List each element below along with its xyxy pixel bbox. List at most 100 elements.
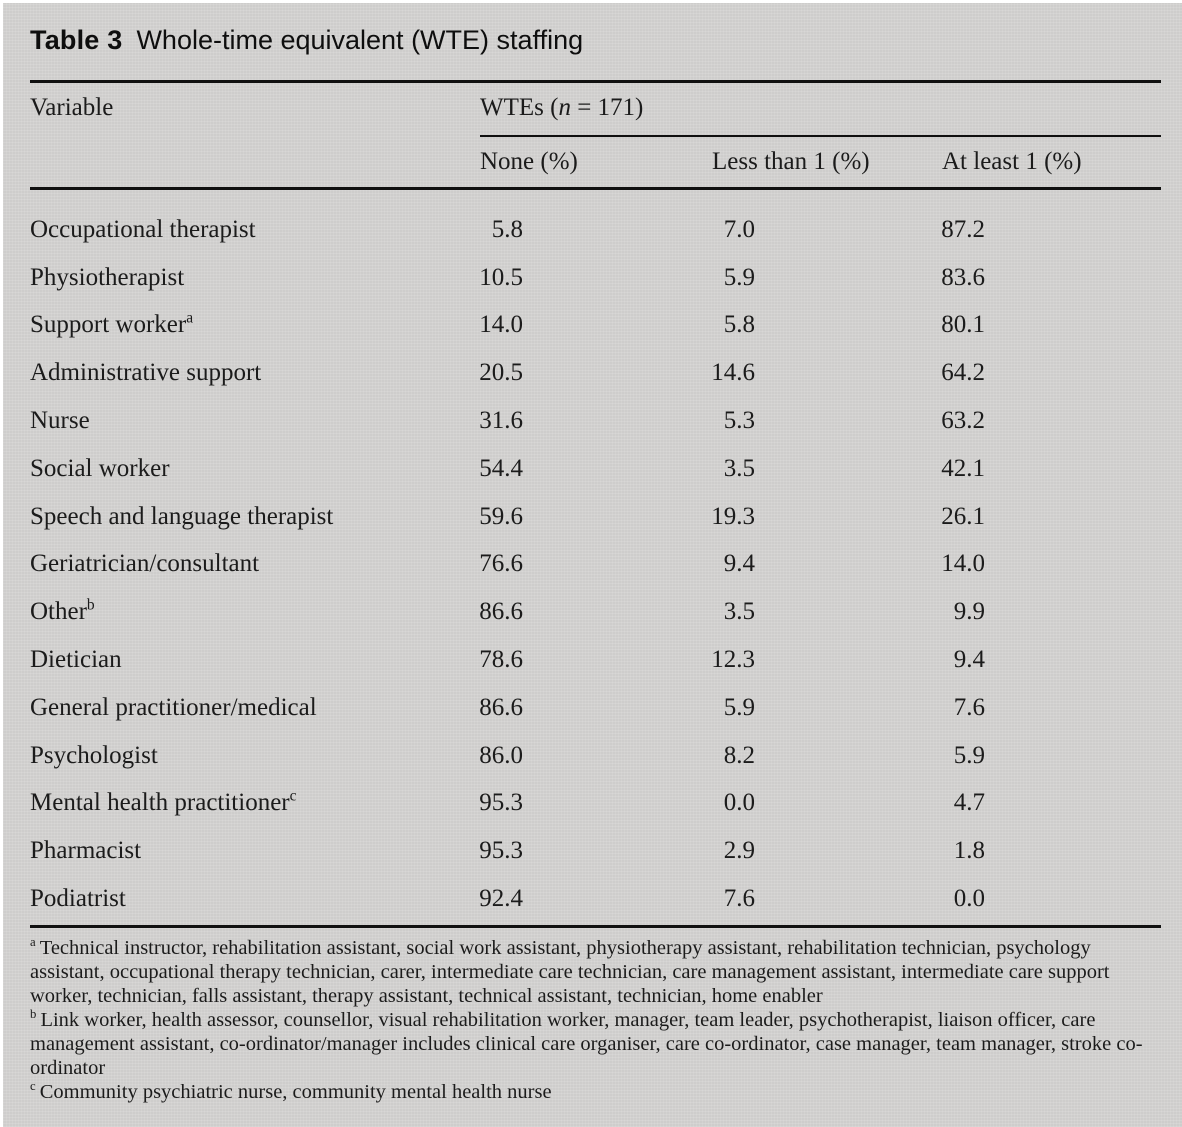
row-value-less_than_1: 19.3 (711, 502, 755, 530)
row-value-none: 86.0 (479, 741, 523, 769)
row-value-at_least_1: 4.7 (953, 789, 985, 817)
column-header-at-least-1: At least 1 (%) (942, 148, 1082, 175)
table-body: Occupational therapist 5.8 7.0 87.2 Physioth… (3, 206, 1182, 923)
row-variable: Mental health practitionerc (30, 788, 297, 817)
row-value-none: 78.6 (479, 646, 523, 674)
footnote-a: a Technical instructor, rehabilitation a… (30, 935, 1110, 1007)
row-value-none: 54.4 (479, 454, 523, 482)
row-value-at_least_1: 14.0 (941, 550, 985, 578)
table-row: Psychologist 86.0 8.2 5.9 (3, 732, 1182, 780)
footnote-marker: a (186, 310, 194, 328)
row-variable: Psychologist (30, 741, 158, 769)
table-row: Otherb 86.6 3.5 9.9 (3, 588, 1182, 636)
row-value-at_least_1: 83.6 (941, 263, 985, 291)
footnote-marker: b (30, 1007, 37, 1022)
row-value-none: 86.6 (479, 598, 523, 626)
table-row: Physiotherapist 10.5 5.9 83.6 (3, 254, 1182, 302)
row-value-none: 92.4 (479, 885, 523, 913)
row-value-less_than_1: 3.5 (723, 454, 755, 482)
row-variable: General practitioner/medical (30, 693, 317, 721)
row-value-at_least_1: 63.2 (941, 407, 985, 435)
row-value-none: 95.3 (479, 837, 523, 865)
table-panel: Table 3 Whole-time equivalent (WTE) staff… (3, 3, 1182, 1127)
row-variable: Physiotherapist (30, 263, 185, 291)
top-rule (30, 80, 1161, 83)
header-body-rule (30, 187, 1161, 190)
footnote-b: b Link worker, health assessor, counsell… (30, 1007, 1143, 1079)
row-value-at_least_1: 0.0 (953, 885, 985, 913)
row-value-less_than_1: 5.9 (723, 263, 755, 291)
row-variable: Podiatrist (30, 885, 126, 913)
row-value-less_than_1: 12.3 (711, 646, 755, 674)
row-value-less_than_1: 7.0 (723, 215, 755, 243)
table-row: General practitioner/medical 86.6 5.9 7.6 (3, 684, 1182, 732)
row-variable: Pharmacist (30, 837, 142, 865)
table-row: Speech and language therapist 59.6 19.3 26.… (3, 493, 1182, 541)
column-group-header-wtes: WTEs (n = 171) (480, 95, 643, 120)
table-row: Social worker 54.4 3.5 42.1 (3, 445, 1182, 493)
footnote-marker: b (86, 596, 95, 614)
table-row: Occupational therapist 5.8 7.0 87.2 (3, 206, 1182, 254)
row-value-none: 10.5 (479, 263, 523, 291)
row-variable: Occupational therapist (30, 215, 256, 243)
row-value-at_least_1: 26.1 (941, 502, 985, 530)
row-value-less_than_1: 5.9 (723, 693, 755, 721)
row-value-less_than_1: 5.8 (723, 311, 755, 339)
footnotes: a Technical instructor, rehabilitation a… (30, 936, 1161, 1104)
column-header-none: None (%) (480, 148, 578, 175)
table-row: Podiatrist 92.4 7.6 0.0 (3, 875, 1182, 923)
table-row: Geriatrician/consultant 76.6 9.4 14.0 (3, 541, 1182, 589)
row-variable: Social worker (30, 454, 170, 482)
row-value-at_least_1: 42.1 (941, 454, 985, 482)
row-value-none: 76.6 (479, 550, 523, 578)
table-row: Pharmacist 95.3 2.9 1.8 (3, 827, 1182, 875)
row-value-less_than_1: 0.0 (723, 789, 755, 817)
row-value-none: 86.6 (479, 693, 523, 721)
table-row: Dietician 78.6 12.3 9.4 (3, 636, 1182, 684)
row-value-at_least_1: 7.6 (953, 693, 985, 721)
column-header-less-than-1: Less than 1 (%) (712, 148, 870, 175)
table-row: Nurse 31.6 5.3 63.2 (3, 397, 1182, 445)
row-value-at_least_1: 9.4 (953, 646, 985, 674)
row-value-less_than_1: 9.4 (723, 550, 755, 578)
table-number: Table 3 (30, 25, 123, 55)
row-value-at_least_1: 5.9 (953, 741, 985, 769)
row-value-less_than_1: 5.3 (723, 407, 755, 435)
table-row: Administrative support 20.5 14.6 64.2 (3, 349, 1182, 397)
row-value-none: 20.5 (479, 359, 523, 387)
row-value-at_least_1: 80.1 (941, 311, 985, 339)
table-title: Table 3 Whole-time equivalent (WTE) staff… (30, 25, 583, 56)
group-span-rule (480, 135, 1161, 137)
column-header-variable: Variable (30, 94, 114, 121)
row-value-less_than_1: 3.5 (723, 598, 755, 626)
footnote-c: c Community psychiatric nurse, community… (30, 1079, 552, 1103)
row-value-less_than_1: 2.9 (723, 837, 755, 865)
row-value-less_than_1: 14.6 (711, 359, 755, 387)
row-value-at_least_1: 64.2 (941, 359, 985, 387)
footnote-marker: a (30, 935, 36, 950)
row-value-at_least_1: 87.2 (941, 215, 985, 243)
row-value-none: 5.8 (491, 215, 523, 243)
body-footnote-rule (30, 925, 1161, 928)
footnote-marker: c (289, 788, 297, 806)
wtes-label-pre: WTEs ( (480, 94, 559, 121)
row-variable: Otherb (30, 596, 95, 626)
row-value-less_than_1: 8.2 (723, 741, 755, 769)
row-value-none: 14.0 (479, 311, 523, 339)
wtes-label-n-italic: n (558, 94, 571, 121)
row-variable: Nurse (30, 407, 90, 435)
row-value-at_least_1: 9.9 (953, 598, 985, 626)
wtes-label-post: = 171) (570, 94, 644, 121)
row-variable: Support workera (30, 310, 194, 339)
row-variable: Dietician (30, 646, 122, 674)
footnote-marker: c (30, 1079, 36, 1094)
row-variable: Geriatrician/consultant (30, 550, 260, 578)
row-value-none: 59.6 (479, 502, 523, 530)
table-row: Support workera 14.0 5.8 80.1 (3, 302, 1182, 350)
row-value-none: 31.6 (479, 407, 523, 435)
row-value-at_least_1: 1.8 (953, 837, 985, 865)
row-variable: Administrative support (30, 359, 262, 387)
table-row: Mental health practitionerc 95.3 0.0 4.7 (3, 780, 1182, 828)
row-value-none: 95.3 (479, 789, 523, 817)
